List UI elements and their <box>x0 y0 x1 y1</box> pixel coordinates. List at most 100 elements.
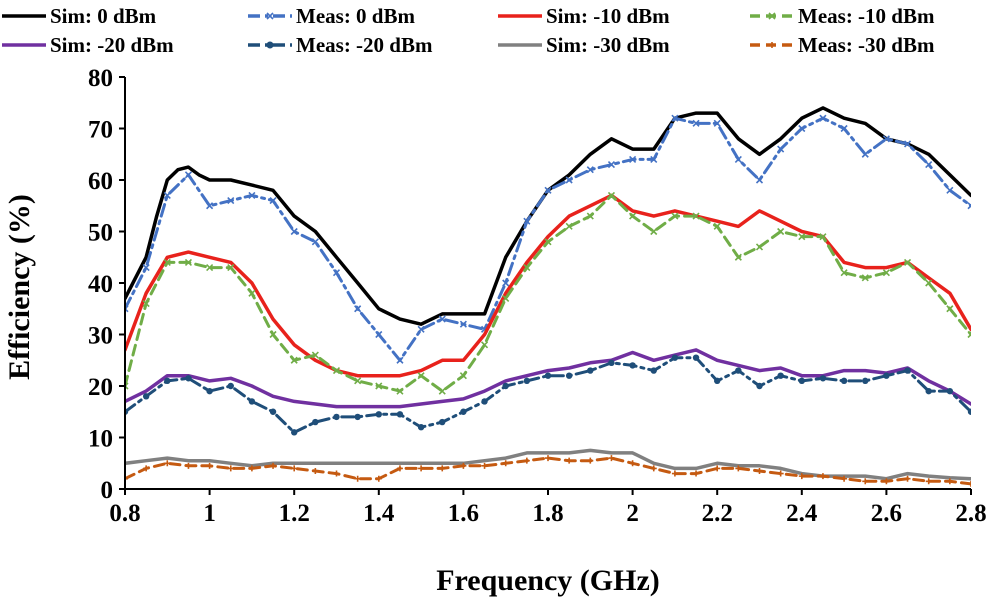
legend-label: Meas: -20 dBm <box>296 33 433 57</box>
data-point <box>544 238 552 246</box>
data-point <box>227 382 234 390</box>
data-point <box>565 372 573 379</box>
y-tick-label: 80 <box>88 65 113 92</box>
series-7 <box>125 448 971 481</box>
y-tick-label: 50 <box>88 220 113 247</box>
legend-marker <box>769 42 775 48</box>
data-point <box>354 475 361 482</box>
data-point <box>227 197 235 205</box>
data-point <box>502 294 510 303</box>
series-4 <box>125 191 971 395</box>
data-point <box>925 478 932 485</box>
data-point <box>417 372 425 380</box>
legend-item: Meas: -10 dBm <box>750 4 935 28</box>
data-point <box>523 263 531 272</box>
x-axis-label: Frequency (GHz) <box>436 564 660 597</box>
x-tick-label: 1.4 <box>363 500 395 527</box>
data-point <box>967 202 971 210</box>
data-point <box>587 457 594 464</box>
data-point <box>883 372 890 379</box>
data-point <box>840 377 848 385</box>
data-point <box>502 382 509 390</box>
axes-layer: 0.8 1 1.2 1.4 1.6 1.8 2 2.2 2.4 2.6 2.8 0 10 20 30 40 50… <box>88 65 987 527</box>
data-point <box>164 377 171 385</box>
data-point <box>184 258 193 266</box>
data-point <box>312 467 319 474</box>
data-point <box>125 305 129 313</box>
data-point <box>650 465 657 472</box>
data-point <box>417 325 425 333</box>
data-point <box>544 186 552 194</box>
data-point <box>269 408 277 415</box>
data-point <box>819 233 827 241</box>
data-point <box>439 418 446 426</box>
data-point <box>269 330 277 339</box>
legend-item: Sim: 0 dBm <box>2 4 157 28</box>
data-point <box>354 377 362 385</box>
data-point <box>206 462 213 469</box>
data-point <box>607 160 616 169</box>
data-point <box>396 387 404 395</box>
data-point <box>586 166 594 174</box>
data-point <box>671 114 679 122</box>
x-tick-label: 2.8 <box>955 500 986 527</box>
data-point <box>185 462 192 469</box>
data-point <box>903 140 912 148</box>
data-point <box>142 393 150 400</box>
series-line <box>125 448 971 481</box>
data-point <box>206 387 213 395</box>
data-point <box>565 176 573 184</box>
data-point <box>332 269 341 277</box>
series-line <box>125 348 971 409</box>
data-point <box>269 197 277 205</box>
data-point <box>459 320 467 328</box>
data-point <box>545 455 551 462</box>
data-point <box>184 171 193 179</box>
x-tick-label: 2.4 <box>786 500 818 527</box>
series-1 <box>125 106 971 326</box>
data-point <box>819 114 827 122</box>
data-point <box>142 300 150 308</box>
legend-item: Meas: 0 dBm <box>248 4 415 28</box>
data-point <box>270 462 277 469</box>
data-point <box>735 367 742 374</box>
y-tick-label: 10 <box>88 426 113 453</box>
data-point <box>714 377 721 385</box>
data-point <box>354 413 361 421</box>
data-point <box>904 367 911 374</box>
data-point <box>439 465 446 472</box>
data-point <box>861 150 869 158</box>
x-tick-label: 1.8 <box>532 500 563 527</box>
series-2 <box>125 114 971 364</box>
data-point <box>523 217 531 225</box>
data-point <box>375 330 383 339</box>
data-point <box>841 475 848 482</box>
data-point <box>248 191 256 200</box>
x-tick-label: 2 <box>626 500 639 527</box>
data-point <box>734 253 742 261</box>
data-point <box>481 398 488 405</box>
data-point <box>862 377 869 385</box>
data-point <box>164 460 171 467</box>
data-point <box>629 460 636 467</box>
data-point <box>248 398 256 405</box>
data-point <box>650 367 657 374</box>
data-point <box>925 160 933 169</box>
data-point <box>375 382 383 390</box>
data-point <box>693 470 700 477</box>
x-tick-label: 1.6 <box>448 500 479 527</box>
data-point <box>333 413 340 421</box>
legend-label: Sim: -10 dBm <box>546 4 670 28</box>
legend-marker <box>266 41 274 49</box>
legend-label: Sim: -30 dBm <box>546 33 670 57</box>
data-point <box>227 465 234 472</box>
y-tick-label: 20 <box>88 374 113 401</box>
data-point <box>523 377 531 385</box>
data-point <box>248 465 255 472</box>
data-point <box>586 212 594 220</box>
data-point <box>946 387 954 395</box>
data-point <box>903 258 912 266</box>
data-point <box>671 354 679 361</box>
data-point <box>755 243 764 251</box>
